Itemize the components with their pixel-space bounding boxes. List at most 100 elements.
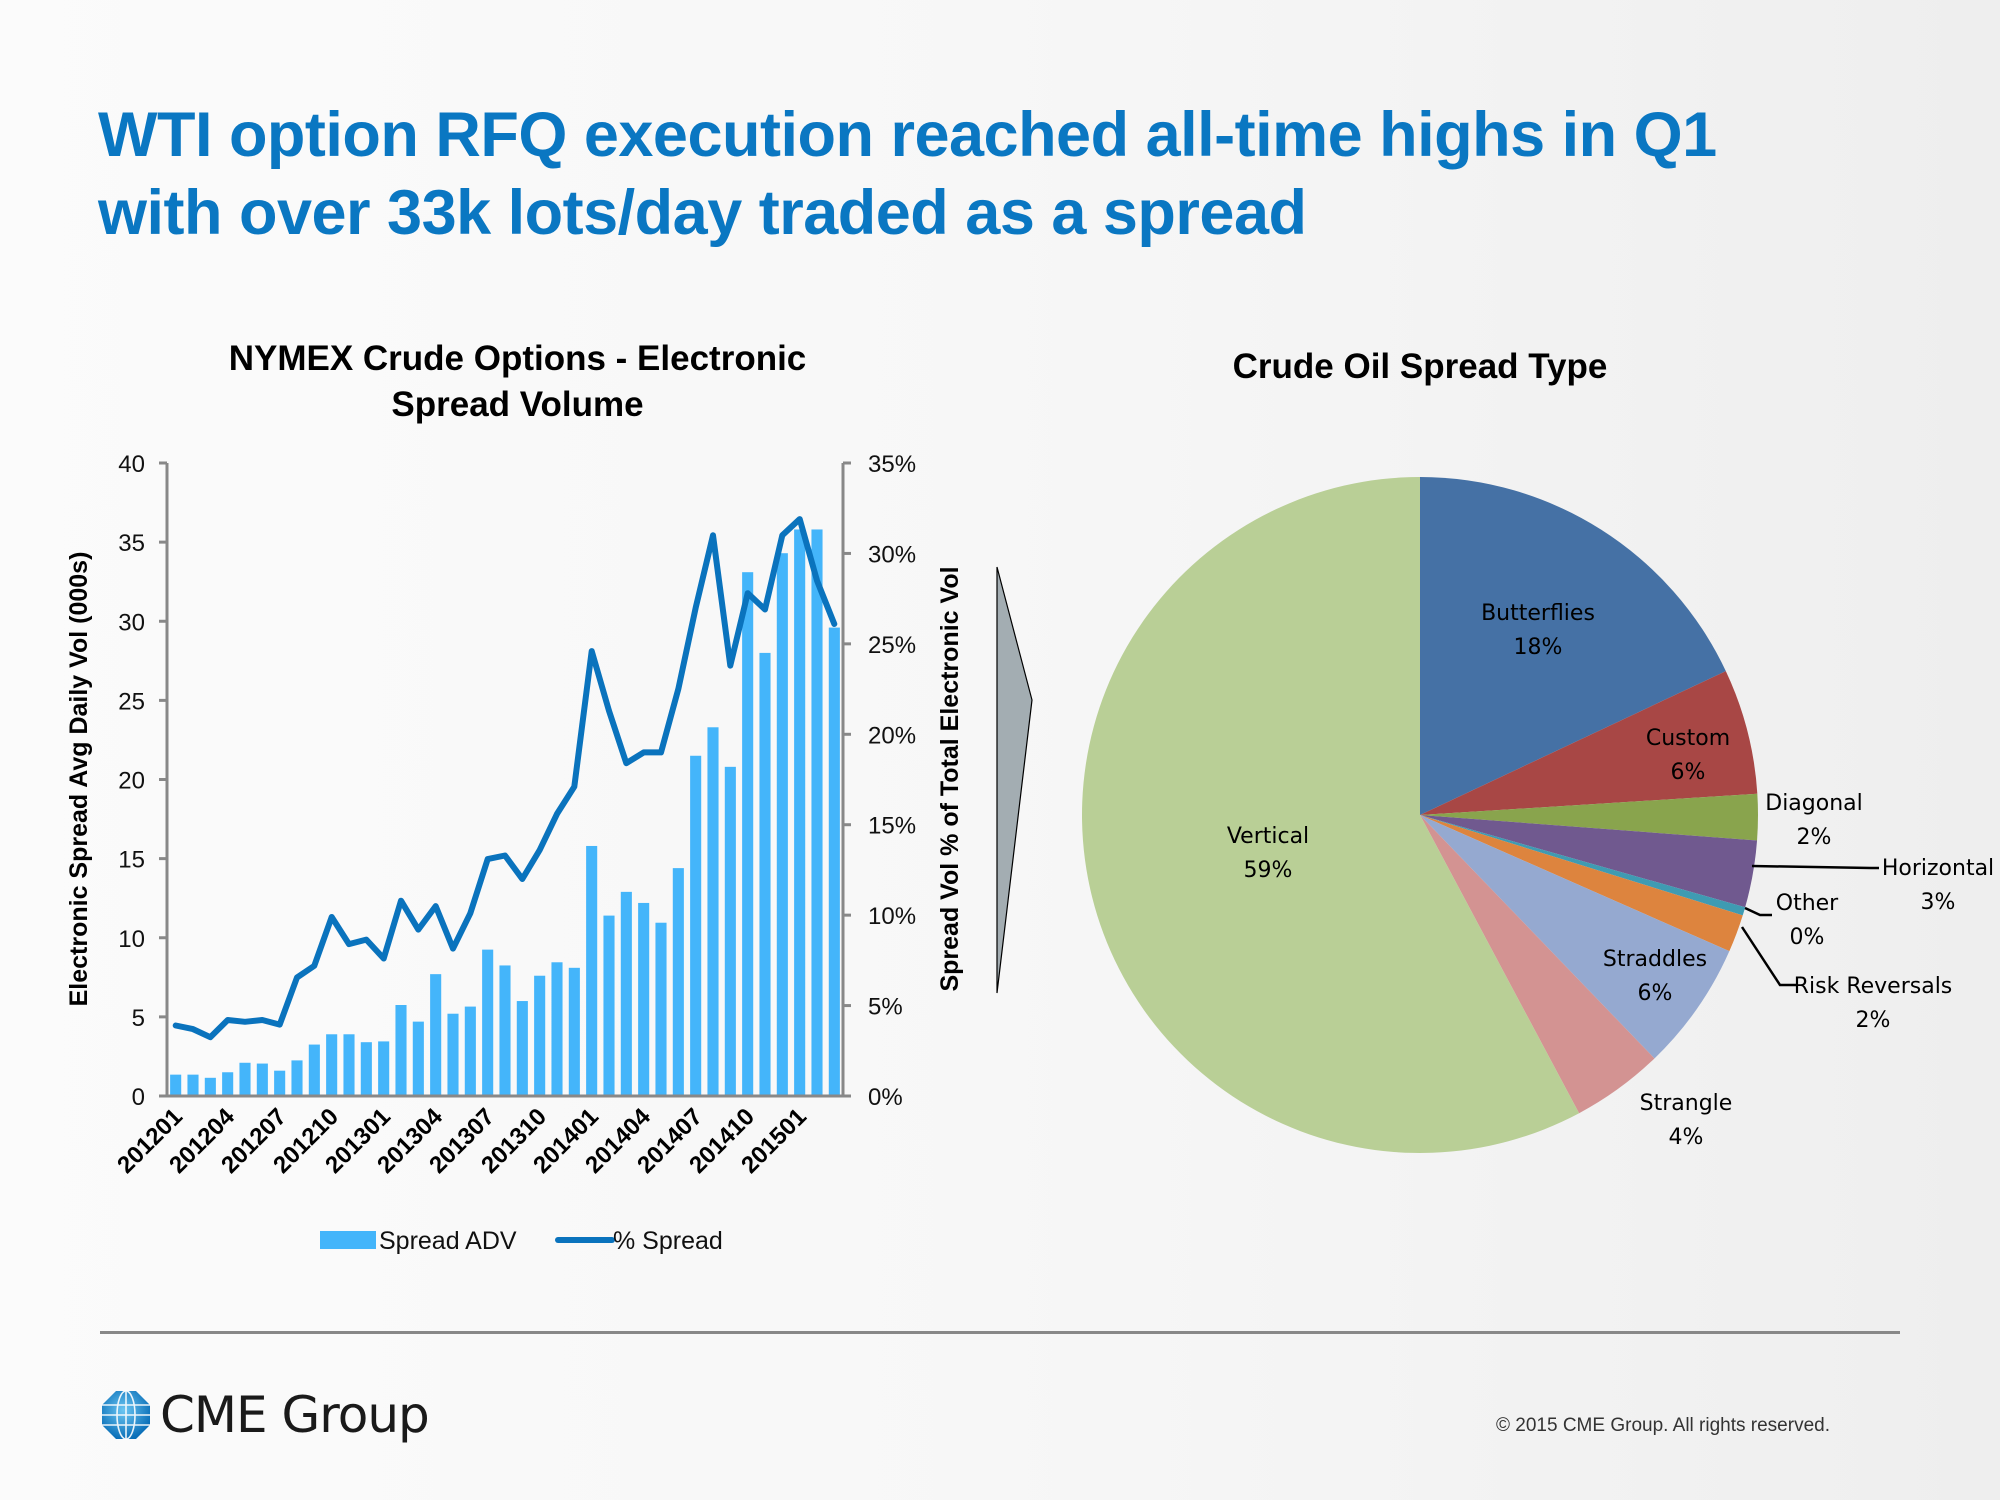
cme-group-logo: CME Group (100, 1385, 430, 1445)
bar-201212 (360, 1042, 372, 1096)
bar-201206 (256, 1063, 268, 1096)
pie-label-butterflies: Butterflies (1481, 601, 1595, 626)
right-tick-label: 15% (868, 813, 916, 840)
left-tick-label: 30 (118, 609, 145, 636)
bar-201412 (776, 553, 788, 1096)
pie-slice-diagonal (1420, 793, 1758, 841)
transition-arrow-icon (996, 566, 1033, 994)
left-tick-label: 0 (132, 1084, 145, 1111)
line-series-points (175, 518, 835, 1038)
pie-label-strangle: Strangle (1640, 1091, 1733, 1116)
pie-label-vertical: Vertical (1227, 824, 1309, 849)
pie-label-horizontal: Horizontal (1882, 856, 1994, 881)
x-axis-tick-labels: 2012012012042012072012102013012013042013… (112, 1103, 812, 1179)
right-tick-label: 35% (868, 451, 916, 478)
bar-201404 (638, 902, 650, 1096)
pie-pct-other: 0% (1790, 925, 1825, 950)
bar-201205 (239, 1062, 251, 1096)
legend-label-spread-adv: Spread ADV (379, 1227, 517, 1255)
bar-201403 (620, 891, 632, 1096)
left-tick-label: 20 (118, 768, 145, 795)
pie-label-diagonal: Diagonal (1765, 791, 1863, 816)
pie-pct-straddles: 6% (1638, 981, 1673, 1006)
globe-icon (102, 1390, 150, 1440)
right-axis-tick-labels: 0% 5% 10% 15% 20% 25% 30% 35% (868, 451, 916, 1111)
bar-201405 (655, 922, 667, 1096)
pie-chart-title: Crude Oil Spread Type (1232, 347, 1608, 386)
pie-leader-lines (1740, 864, 1879, 987)
pie-label-straddles: Straddles (1603, 947, 1707, 972)
right-tick-label: 30% (868, 541, 916, 568)
left-axis-title: Electronic Spread Avg Daily Vol (000s) (65, 552, 93, 1007)
bar-201408 (707, 727, 719, 1096)
pie-label-risk-reversals: Risk Reversals (1794, 974, 1953, 999)
left-tick-label: 5 (132, 1005, 145, 1032)
pie-pct-vertical: 59% (1244, 858, 1293, 883)
copyright-notice: © 2015 CME Group. All rights reserved. (1496, 1415, 1830, 1436)
leader-line-risk-reversals (1740, 926, 1796, 987)
bar-201311 (551, 962, 563, 1096)
bar-201401 (586, 845, 598, 1096)
legend-swatch-spread-adv (320, 1231, 376, 1249)
left-axis-tick-labels: 0 5 10 15 20 25 30 35 40 (118, 451, 145, 1111)
pie-pct-strangle: 4% (1669, 1125, 1704, 1150)
pie-label-other: Other (1776, 891, 1839, 916)
bar-chart-title-line-1: NYMEX Crude Options - Electronic (228, 339, 807, 378)
pie-pct-horizontal: 3% (1921, 890, 1956, 915)
bar-201207 (274, 1070, 286, 1096)
bar-201310 (534, 975, 546, 1096)
combo-chart: 0 5 10 15 20 25 30 35 40 0% 5% 10% 15% 20% 25% 30% 35 % … (65, 451, 964, 1255)
bar-201306 (464, 1006, 476, 1096)
bar-201503 (828, 627, 840, 1096)
pie-slices (1082, 477, 1758, 1153)
chart-axes (159, 461, 851, 1098)
headline: WTI option RFQ execution reached all-tim… (98, 96, 1948, 252)
pie-slice-straddles (1420, 815, 1730, 1059)
bar-chart-title: NYMEX Crude Options - Electronic Spread … (150, 336, 885, 428)
bar-201402 (603, 915, 615, 1096)
right-tick-label: 5% (868, 994, 903, 1021)
bar-201307 (482, 949, 494, 1096)
bar-201305 (447, 1013, 459, 1096)
bar-201304 (430, 974, 442, 1096)
bar-201211 (343, 1034, 355, 1096)
bar-201204 (222, 1072, 234, 1096)
left-tick-label: 25 (118, 688, 145, 715)
bar-series (170, 529, 840, 1096)
pie-pct-custom: 6% (1671, 760, 1706, 785)
bar-201309 (516, 1001, 528, 1096)
bar-201201 (170, 1074, 182, 1096)
pie-slice-horizontal (1420, 815, 1758, 908)
bar-201209 (308, 1044, 320, 1096)
pie-slice-butterflies (1420, 477, 1726, 815)
bar-201208 (291, 1060, 303, 1096)
pie-pct-risk-reversals: 2% (1856, 1008, 1891, 1033)
leader-line-horizontal (1751, 864, 1879, 870)
pie-label-custom: Custom (1646, 726, 1730, 751)
bar-201410 (742, 572, 754, 1096)
logo-text: CME Group (160, 1386, 430, 1444)
headline-line-1: WTI option RFQ execution reached all-tim… (98, 100, 1717, 170)
right-tick-label: 0% (868, 1084, 903, 1111)
left-tick-label: 15 (118, 847, 145, 874)
pie-slice-other (1420, 815, 1746, 916)
pie-slice-vertical (1082, 477, 1580, 1153)
footer-separator (100, 1331, 1900, 1334)
bar-201407 (690, 755, 702, 1096)
leader-line-other (1744, 906, 1772, 917)
bar-201303 (412, 1021, 424, 1096)
bar-201202 (187, 1074, 199, 1096)
legend-label-percent-spread: % Spread (613, 1227, 723, 1255)
bar-201406 (672, 868, 684, 1096)
left-tick-label: 40 (118, 451, 145, 478)
left-tick-label: 10 (118, 926, 145, 953)
bar-201409 (724, 766, 736, 1096)
pie-slice-risk-reversals (1420, 815, 1743, 952)
bar-201210 (326, 1034, 338, 1096)
right-axis-title: Spread Vol % of Total Electronic Vol (936, 566, 964, 991)
bar-chart-title-line-2: Spread Volume (391, 385, 644, 424)
pie-labels: Butterflies 18% Custom 6% Diagonal 2% Horizont… (1227, 601, 1994, 1150)
right-tick-label: 10% (868, 903, 916, 930)
pie-pct-diagonal: 2% (1797, 825, 1832, 850)
